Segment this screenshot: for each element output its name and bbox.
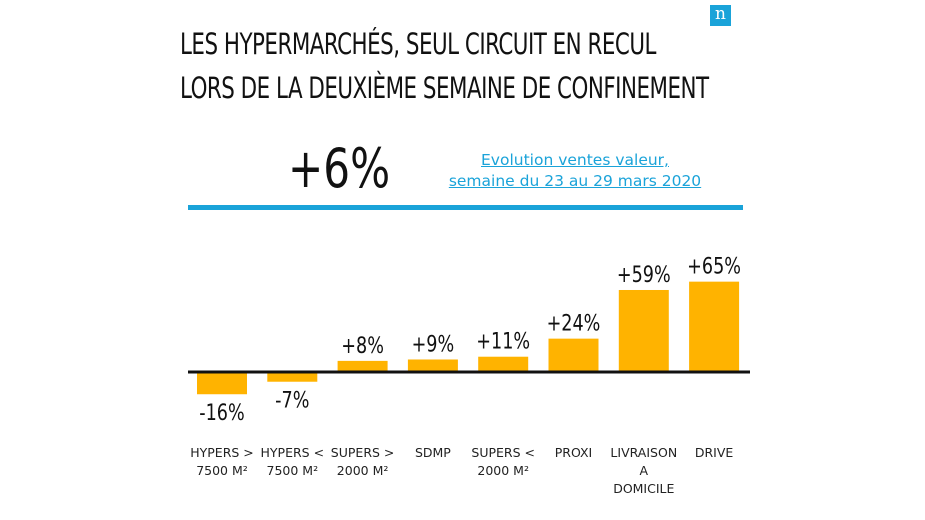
bar-value-label: +8% bbox=[341, 333, 384, 358]
bar-6 bbox=[618, 289, 669, 372]
total-change: +6% bbox=[288, 137, 391, 200]
category-label: SDMP bbox=[415, 445, 451, 460]
category-label: HYPERS <7500 M² bbox=[261, 445, 325, 478]
subtitle-line-2: semaine du 23 au 29 mars 2020 bbox=[448, 172, 702, 190]
bar-5 bbox=[548, 338, 599, 372]
bar-4 bbox=[478, 356, 529, 372]
bar-0 bbox=[197, 372, 247, 395]
chart-subtitle: Evolution ventes valeur, semaine du 23 a… bbox=[430, 150, 720, 192]
title-line-2: LORS DE LA DEUXIÈME SEMAINE DE CONFINEME… bbox=[180, 71, 709, 105]
bar-value-label: +59% bbox=[617, 262, 671, 287]
bar-value-label: +65% bbox=[687, 254, 741, 279]
nielsen-logo-icon: n bbox=[710, 5, 731, 26]
title-line-1: LES HYPERMARCHÉS, SEUL CIRCUIT EN RECUL bbox=[180, 27, 656, 61]
bar-value-label: -7% bbox=[275, 388, 309, 413]
header-divider bbox=[188, 205, 743, 210]
bar-value-label: -16% bbox=[199, 400, 244, 425]
bar-value-label: +11% bbox=[476, 329, 530, 354]
category-label: LIVRAISON A DOMICILE bbox=[610, 445, 677, 496]
category-label: DRIVE bbox=[695, 445, 734, 460]
chart-title: LES HYPERMARCHÉS, SEUL CIRCUIT EN RECUL … bbox=[180, 22, 709, 110]
category-label: HYPERS >7500 M² bbox=[190, 445, 254, 478]
category-label: SUPERS <2000 M² bbox=[471, 445, 535, 478]
bar-2 bbox=[337, 360, 388, 372]
bar-3 bbox=[407, 359, 458, 372]
category-label: SUPERS >2000 M² bbox=[331, 445, 395, 478]
bar-7 bbox=[689, 281, 740, 372]
subtitle-line-1: Evolution ventes valeur, bbox=[481, 151, 669, 169]
bar-1 bbox=[267, 372, 318, 382]
bar-value-label: +9% bbox=[412, 332, 455, 357]
category-label: PROXI bbox=[555, 445, 593, 460]
bar-value-label: +24% bbox=[547, 311, 601, 336]
